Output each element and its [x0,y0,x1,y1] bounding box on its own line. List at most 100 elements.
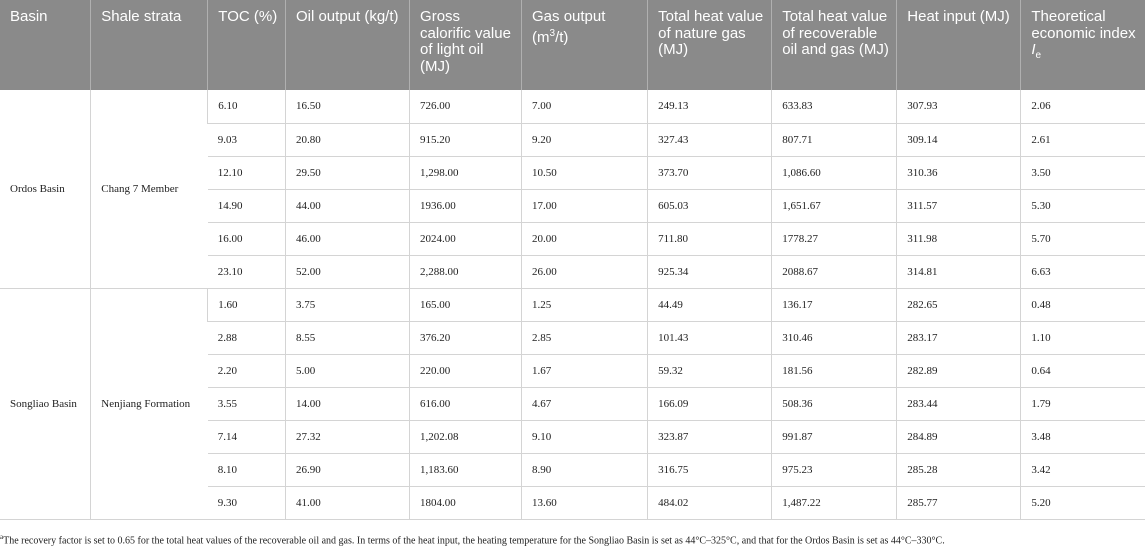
table-cell: 376.20 [409,321,522,355]
header-economic-index: Theoretical economic index Ie [1020,0,1145,90]
table-cell: 2.85 [521,321,648,355]
header-index-main: Theoretical economic index [1031,8,1136,42]
table-cell: 283.44 [896,387,1021,421]
table-cell: 136.17 [771,288,897,322]
header-gas-output-sup: 3 [549,27,556,39]
table-cell: 1.25 [521,288,648,322]
table-cell: 282.89 [896,354,1021,388]
header-gas-output-main: Gas output (m [532,8,606,46]
table-row: 2.20 5.00 220.00 1.67 59.32 181.56 282.89 0.64 [0,354,1145,388]
table-cell: 26.90 [284,453,410,487]
table-cell: 1804.00 [409,486,522,520]
table-cell: 101.43 [647,321,772,355]
table-cell: 29.50 [284,156,410,190]
table-cell: 0.64 [1020,354,1145,388]
table-cell: 1936.00 [409,189,522,223]
table-cell: 616.00 [409,387,522,421]
table-cell: 2024.00 [409,222,522,256]
data-table: Basin Shale strata TOC (%) Oil output (k… [0,0,1145,520]
table-cell: 2.20 [207,354,286,388]
table-cell: 3.50 [1020,156,1145,190]
table-cell: 16.00 [207,222,286,256]
table-cell: 3.75 [284,288,410,322]
table-cell: 6.10 [207,90,286,124]
table-row: 9.03 20.80 915.20 9.20 327.43 807.71 309.14 2.6… [0,123,1145,157]
table-cell: 307.93 [896,90,1021,124]
table-cell: 311.57 [896,189,1021,223]
table-cell: 5.30 [1020,189,1145,223]
table-cell: 327.43 [647,123,772,157]
strata-cell: Chang 7 Member [90,90,208,289]
table-cell: 1,202.08 [409,420,522,454]
table-cell: 925.34 [647,255,772,289]
table-cell: 52.00 [284,255,410,289]
table-cell: 7.14 [207,420,286,454]
table-row: 7.14 27.32 1,202.08 9.10 323.87 991.87 284.89 3… [0,420,1145,454]
header-toc: TOC (%) [207,0,286,90]
table-body: Ordos Basin Chang 7 Member 6.10 16.50 726.00… [0,90,1145,520]
table-cell: 316.75 [647,453,772,487]
table-cell: 7.00 [521,90,648,124]
header-gross-calorific: Gross calorific value of light oil (MJ) [409,0,522,90]
table-cell: 3.48 [1020,420,1145,454]
basin-cell: Songliao Basin [0,288,91,520]
table-cell: 915.20 [409,123,522,157]
table-cell: 46.00 [284,222,410,256]
table-cell: 633.83 [771,90,897,124]
table-row: 23.10 52.00 2,288.00 26.00 925.34 2088.67 314.… [0,255,1145,289]
table-row: 3.55 14.00 616.00 4.67 166.09 508.36 283.44 1.7… [0,387,1145,421]
table-cell: 20.00 [521,222,648,256]
table-cell: 282.65 [896,288,1021,322]
table-row: 16.00 46.00 2024.00 20.00 711.80 1778.27 311.9… [0,222,1145,256]
header-heat-input: Heat input (MJ) [896,0,1021,90]
table-cell: 310.36 [896,156,1021,190]
header-gas-output: Gas output (m3/t) [521,0,648,90]
table-cell: 44.49 [647,288,772,322]
table-cell: 20.80 [284,123,410,157]
header-shale-strata: Shale strata [90,0,208,90]
table-row: 12.10 29.50 1,298.00 10.50 373.70 1,086.60 310… [0,156,1145,190]
table-cell: 165.00 [409,288,522,322]
footnote-text: The recovery factor is set to 0.65 for t… [3,535,945,546]
table-cell: 1,298.00 [409,156,522,190]
table-cell: 220.00 [409,354,522,388]
table-cell: 14.00 [284,387,410,421]
table-cell: 311.98 [896,222,1021,256]
table-row: 8.10 26.90 1,183.60 8.90 316.75 975.23 285.28 3… [0,453,1145,487]
table-cell: 283.17 [896,321,1021,355]
table-cell: 1.79 [1020,387,1145,421]
table-cell: 9.10 [521,420,648,454]
table-cell: 14.90 [207,189,286,223]
table-cell: 2,288.00 [409,255,522,289]
header-basin: Basin [0,0,91,90]
table-cell: 484.02 [647,486,772,520]
table-cell: 711.80 [647,222,772,256]
table-cell: 4.67 [521,387,648,421]
table-cell: 285.77 [896,486,1021,520]
table-cell: 975.23 [771,453,897,487]
table-cell: 5.00 [284,354,410,388]
table-cell: 1,086.60 [771,156,897,190]
table-cell: 13.60 [521,486,648,520]
table-cell: 2.88 [207,321,286,355]
table-cell: 2088.67 [771,255,897,289]
table-cell: 16.50 [284,90,410,124]
table-cell: 1,183.60 [409,453,522,487]
table-cell: 310.46 [771,321,897,355]
table-cell: 5.20 [1020,486,1145,520]
table-cell: 5.70 [1020,222,1145,256]
table-cell: 8.10 [207,453,286,487]
table-cell: 309.14 [896,123,1021,157]
table-cell: 10.50 [521,156,648,190]
table-cell: 8.55 [284,321,410,355]
table-row: 2.88 8.55 376.20 2.85 101.43 310.46 283.17 1.10 [0,321,1145,355]
table-row: Songliao Basin Nenjiang Formation 1.60 3.75… [0,288,1145,520]
strata-cell: Nenjiang Formation [90,288,208,520]
table-cell: 323.87 [647,420,772,454]
table-cell: 44.00 [284,189,410,223]
footnote: aThe recovery factor is set to 0.65 for … [0,533,945,546]
table-cell: 3.42 [1020,453,1145,487]
footnote-marker: a [0,533,4,541]
table-row: 9.30 41.00 1804.00 13.60 484.02 1,487.22 285.7… [0,486,1145,520]
table-row: 14.90 44.00 1936.00 17.00 605.03 1,651.67 311.… [0,189,1145,223]
